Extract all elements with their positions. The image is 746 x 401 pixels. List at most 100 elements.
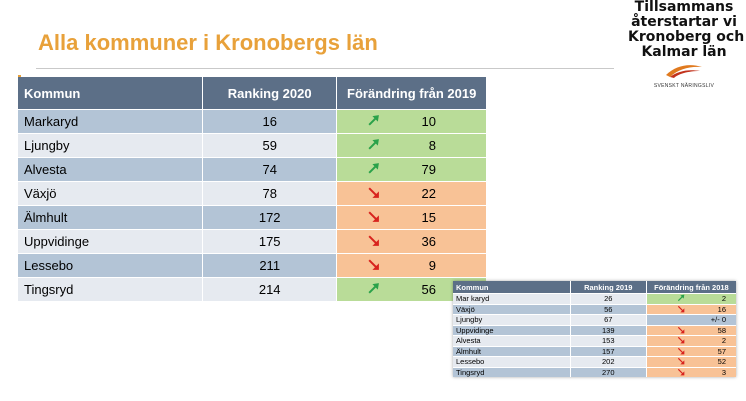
arrow-down-icon [368, 211, 380, 222]
small-change-cell: 16 [645, 303, 736, 315]
small-table-row: Lessebo 202 52 [453, 356, 736, 367]
change-arrow [367, 138, 380, 154]
arrow-down-icon [677, 336, 685, 344]
arrow-down-icon [677, 326, 685, 333]
table-row: Uppvidinge 175 36 [18, 229, 486, 254]
column-header-ranking: Ranking 2020 [201, 77, 338, 110]
kommun-cell: Tingsryd [18, 277, 203, 301]
table-row: Lessebo 211 9 [18, 253, 486, 278]
kommun-cell: Växjö [18, 181, 203, 206]
table-row: Ljungby 59 8 [18, 133, 486, 158]
arrow-down-icon [677, 368, 685, 375]
small-change-cell: 3 [645, 366, 736, 377]
small-change-cell: 52 [645, 356, 736, 367]
small-column-header-kommun: Kommun [453, 281, 571, 294]
arrow-down-icon [677, 357, 685, 365]
small-change-value: 58 [717, 325, 726, 335]
change-value: 56 [421, 282, 436, 297]
small-table-row: Alvesta 153 2 [453, 335, 736, 346]
small-change-cell: 58 [645, 324, 736, 336]
title-divider [36, 68, 614, 69]
table-row: Markaryd 16 10 [18, 109, 486, 134]
small-table-row: Växjö 56 16 [453, 303, 736, 315]
small-change-arrow [677, 294, 685, 304]
arrow-down-icon [368, 259, 380, 270]
kommun-cell: Markaryd [18, 109, 203, 134]
logo-line-3: Kronoberg och [628, 29, 745, 45]
small-change-arrow [677, 357, 685, 367]
ranking-cell: 59 [201, 133, 337, 158]
change-cell: 15 [336, 205, 486, 230]
table-row: Alvesta 74 79 [18, 157, 486, 182]
kommun-cell: Älmhult [18, 205, 203, 230]
ranking-cell: 172 [201, 205, 337, 230]
change-arrow [367, 282, 380, 298]
table-row: Växjö 78 22 [18, 181, 486, 206]
ranking-table-2019: Kommun Ranking 2019 Förändring från 2018… [453, 281, 736, 377]
small-table-row: Ljungby 67 +/- 0 [453, 314, 736, 325]
small-ranking-cell: 153 [569, 335, 647, 346]
change-value: 15 [421, 210, 436, 225]
change-value: 10 [421, 114, 436, 129]
small-change-arrow [677, 305, 685, 315]
small-ranking-cell: 139 [569, 324, 647, 336]
small-kommun-cell: Älmhult [453, 345, 571, 357]
small-change-cell: 2 [645, 335, 736, 346]
arrow-up-icon [677, 294, 685, 302]
logo-line-1: Tillsammans [634, 0, 734, 15]
arrow-up-icon [368, 163, 380, 174]
kommun-cell: Ljungby [18, 133, 203, 158]
change-value: 8 [428, 138, 436, 153]
small-ranking-cell: 56 [569, 303, 647, 315]
change-value: 36 [421, 234, 436, 249]
ranking-cell: 78 [201, 181, 337, 206]
change-value: 79 [421, 162, 436, 177]
small-kommun-cell: Mar karyd [453, 293, 571, 304]
small-change-arrow [677, 336, 685, 346]
campaign-logo: Tillsammans återstartar vi Kronoberg och… [628, 0, 745, 92]
small-kommun-cell: Uppvidinge [453, 324, 571, 336]
small-change-arrow [677, 326, 685, 336]
small-column-header-ranking: Ranking 2019 [569, 281, 647, 294]
ranking-cell: 211 [201, 253, 337, 278]
kommun-cell: Uppvidinge [18, 229, 203, 254]
table-row: Älmhult 172 15 [18, 205, 486, 230]
change-cell: 8 [336, 133, 486, 158]
change-arrow [367, 210, 380, 226]
ranking-cell: 74 [201, 157, 337, 182]
small-ranking-cell: 270 [569, 366, 647, 377]
ranking-cell: 175 [201, 229, 337, 254]
column-header-kommun: Kommun [18, 77, 203, 110]
small-change-value: 2 [721, 294, 726, 303]
change-cell: 22 [336, 181, 486, 206]
arrow-down-icon [677, 305, 685, 312]
small-kommun-cell: Växjö [453, 303, 571, 315]
arrow-down-icon [368, 235, 380, 246]
small-table-header-row: Kommun Ranking 2019 Förändring från 2018 [453, 281, 736, 294]
small-table-row: Älmhult 157 57 [453, 345, 736, 357]
logo-line-4: Kalmar län [641, 44, 727, 60]
arrow-down-icon [677, 347, 685, 354]
page-title: Alla kommuner i Kronobergs län [38, 30, 378, 55]
arrow-down-icon [368, 187, 380, 198]
small-ranking-cell: 202 [569, 356, 647, 367]
change-cell: 36 [336, 229, 486, 254]
table-row: Tingsryd 214 56 [18, 277, 486, 301]
change-arrow [367, 186, 380, 202]
small-kommun-cell: Tingsryd [453, 366, 571, 377]
small-change-value: 57 [717, 346, 726, 356]
change-value: 22 [421, 186, 436, 201]
change-arrow [367, 234, 380, 250]
column-header-change: Förändring från 2019 [336, 77, 486, 110]
change-arrow [367, 162, 380, 178]
change-cell: 79 [336, 157, 486, 182]
small-change-value: 3 [721, 367, 726, 377]
arrow-up-icon [368, 115, 380, 126]
small-ranking-cell: 26 [569, 293, 647, 304]
arrow-up-icon [368, 139, 380, 150]
table-header-row: Kommun Ranking 2020 Förändring från 2019 [18, 77, 486, 110]
small-kommun-cell: Alvesta [453, 335, 571, 346]
ranking-table-2020: Kommun Ranking 2020 Förändring från 2019… [18, 77, 486, 301]
small-change-value: +/- 0 [710, 315, 726, 324]
small-change-arrow [677, 347, 685, 357]
